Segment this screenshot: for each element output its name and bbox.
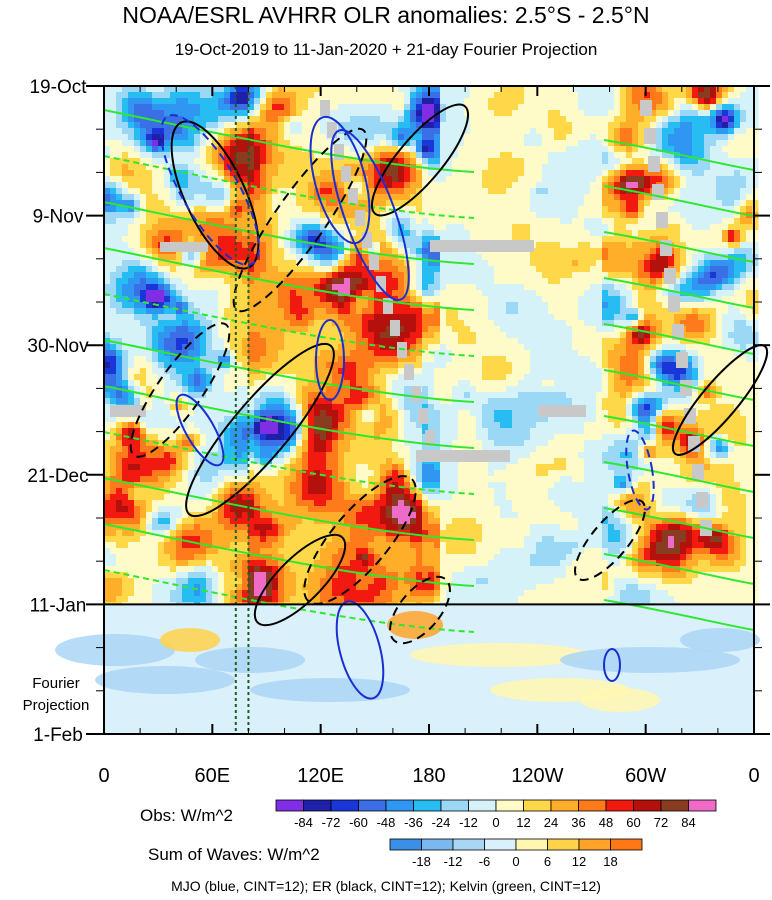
y-tick-label: 19-Oct [29,77,87,98]
wave-contours [103,86,769,734]
x-tick-label: 180 [412,765,445,787]
contour-legend-note: MJO (blue, CINT=12); ER (black, CINT=12)… [171,878,601,894]
colorbar-swatch [688,799,717,812]
colorbar-swatch [303,799,332,812]
colorbar-level: 18 [603,854,617,869]
colorbar-swatch [578,799,607,812]
colorbar-swatch [495,799,524,812]
colorbar-level: 0 [492,815,499,830]
colorbar-level: -18 [412,854,431,869]
colorbar-swatch [550,799,579,812]
colorbar-swatch [605,799,634,812]
colorbar-swatch [523,799,552,812]
colorbar-level: 0 [512,854,519,869]
y-tick-label: 21-Dec [27,466,88,487]
x-tick-label: 60W [625,765,666,787]
colorbar-swatch [660,799,689,812]
obs-colorbar: -84 -72 -60 -48 -36 -24 -12 0 12 24 36 48 60 72 84 [275,799,717,830]
obs-colorbar-label: Obs: W/m^2 [140,806,233,825]
y-axis: 19-Oct 9-Nov 30-Nov 21-Dec 11-Jan 1-Feb Fourie… [23,77,770,746]
colorbar-level: -24 [432,815,451,830]
colorbar-level: -48 [377,815,396,830]
colorbar-level: -60 [349,815,368,830]
colorbar-swatch [421,838,454,851]
chart-subtitle: 19-Oct-2019 to 11-Jan-2020 + 21-day Four… [174,40,598,59]
colorbar-level: -84 [294,815,313,830]
y-tick-label: 1-Feb [33,725,83,746]
colorbar-swatch [330,799,359,812]
x-tick-label: 120W [511,765,563,787]
colorbar-level: 12 [572,854,586,869]
x-tick-label: 120E [297,765,344,787]
colorbar-swatch [275,799,304,812]
colorbar-level: -72 [322,815,341,830]
olr-anomaly-field [55,86,760,734]
colorbar-level: -12 [459,815,478,830]
colorbar-level: 12 [516,815,530,830]
colorbar-swatch [358,799,387,812]
colorbar-level: 48 [599,815,613,830]
x-tick-label: 0 [748,765,759,787]
colorbar-swatch [515,838,548,851]
chart-title: NOAA/ESRL AVHRR OLR anomalies: 2.5°S - 2… [122,2,650,28]
colorbar-level: 60 [626,815,640,830]
colorbar-level: -12 [444,854,463,869]
colorbar-swatch [547,838,580,851]
colorbar-swatch [413,799,442,812]
colorbar-level: 72 [654,815,668,830]
y-tick-label: 11-Jan [30,595,87,616]
waves-colorbar-label: Sum of Waves: W/m^2 [148,845,320,864]
projection-label: Fourier [32,675,80,692]
waves-colorbar: -18 -12 -6 0 6 12 18 [389,838,643,869]
colorbar-swatch [484,838,517,851]
x-axis: 0 60E 120E 180 120W 60W 0 [98,86,760,787]
colorbar-level: 84 [681,815,695,830]
colorbar-swatch [633,799,662,812]
x-tick-label: 60E [195,765,231,787]
colorbar-level: -6 [479,854,491,869]
colorbar-swatch [610,838,643,851]
colorbar-level: 36 [571,815,585,830]
colorbar-swatch [452,838,485,851]
colorbar-swatch [385,799,414,812]
colorbar-level: 24 [544,815,558,830]
x-tick-label: 0 [98,765,109,787]
colorbar-level: 6 [544,854,551,869]
colorbar-swatch [468,799,497,812]
colorbar-swatch [578,838,611,851]
projection-label: Projection [23,697,90,714]
y-tick-label: 9-Nov [33,207,84,228]
y-tick-label: 30-Nov [27,336,89,357]
colorbar-swatch [389,838,422,851]
colorbar-level: -36 [404,815,423,830]
colorbar-swatch [440,799,469,812]
